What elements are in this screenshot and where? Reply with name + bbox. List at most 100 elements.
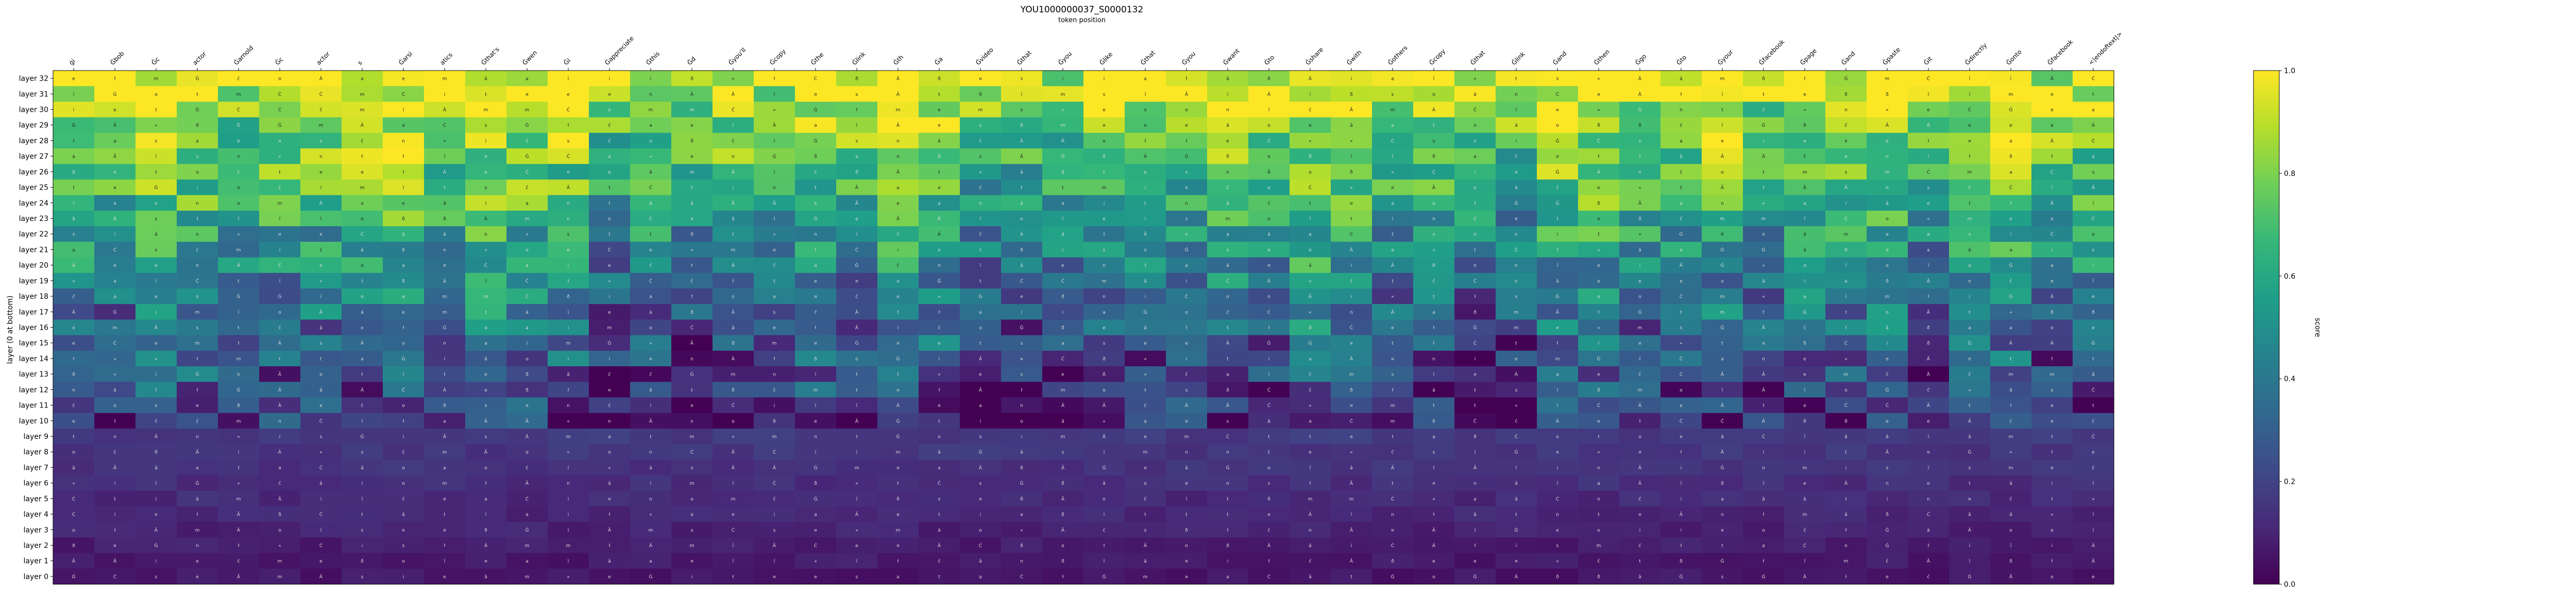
heatmap-cell-label: t bbox=[691, 388, 693, 393]
heatmap-cell-label: a bbox=[1309, 356, 1312, 362]
heatmap-cell-label: a bbox=[1473, 497, 1477, 502]
heatmap-cell bbox=[1743, 117, 1785, 133]
heatmap-cell bbox=[1372, 101, 1414, 118]
heatmap-cell-label: Ġ bbox=[526, 154, 529, 160]
heatmap-cell bbox=[671, 101, 713, 118]
heatmap-cell-label: Ã bbox=[1061, 403, 1065, 409]
heatmap-cell-label: ł bbox=[1845, 497, 1847, 502]
heatmap-cell bbox=[713, 195, 754, 211]
heatmap-cell bbox=[259, 148, 301, 164]
heatmap-cell bbox=[1083, 210, 1125, 227]
heatmap-cell-label: â bbox=[1432, 388, 1435, 393]
heatmap-cell bbox=[1537, 117, 1579, 133]
heatmap-cell-label: e bbox=[855, 217, 858, 222]
heatmap-cell-label: ĉ bbox=[608, 403, 611, 409]
heatmap-cell-label: â bbox=[443, 232, 446, 237]
heatmap-cell-label: ï bbox=[1144, 92, 1146, 97]
heatmap-cell-label: m bbox=[1061, 388, 1065, 393]
heatmap-cell-label: ¤ bbox=[896, 466, 900, 471]
heatmap-cell bbox=[713, 179, 754, 196]
heatmap-cell-label: â bbox=[567, 372, 570, 378]
heatmap-cell bbox=[671, 86, 713, 103]
heatmap-cell-label: ð bbox=[1061, 295, 1064, 300]
heatmap-cell-label: i bbox=[1516, 543, 1517, 549]
heatmap-cell bbox=[1001, 164, 1043, 180]
heatmap-cell-label: Ċ bbox=[1267, 138, 1270, 144]
heatmap-cell-label: ï bbox=[979, 217, 981, 222]
heatmap-cell-label: s bbox=[1969, 232, 1971, 237]
heatmap-cell-label: Â bbox=[1844, 480, 1848, 486]
heatmap-cell-label: e bbox=[1597, 263, 1600, 268]
heatmap-cell-label: Ċ bbox=[1762, 434, 1765, 439]
heatmap-cell-label: o bbox=[2050, 326, 2054, 331]
heatmap-cell bbox=[877, 226, 919, 242]
heatmap-cell-label: m bbox=[2009, 434, 2013, 439]
x-tick-label: ġi bbox=[67, 57, 77, 66]
heatmap-cell-label: o bbox=[1597, 528, 1600, 533]
heatmap-cell-label: Â bbox=[1927, 558, 1930, 564]
heatmap-cell-label: Â bbox=[113, 216, 117, 222]
heatmap-cell-label: ð bbox=[526, 388, 529, 393]
heatmap-cell-label: s bbox=[1639, 139, 1641, 144]
heatmap-cell-label: i bbox=[568, 356, 569, 362]
heatmap-cell bbox=[877, 179, 919, 196]
heatmap-cell bbox=[506, 86, 548, 103]
heatmap-cell bbox=[1496, 132, 1537, 149]
y-tick-label: layer 2 bbox=[24, 541, 48, 550]
heatmap-cell-label: « bbox=[278, 155, 281, 160]
heatmap-cell-label: â bbox=[1473, 92, 1477, 97]
heatmap-cell bbox=[1496, 86, 1537, 103]
heatmap-cell bbox=[1867, 242, 1908, 258]
heatmap-cell-label: o bbox=[278, 528, 281, 533]
heatmap-cell-label: ł bbox=[1104, 232, 1105, 237]
heatmap-cell-label: ð bbox=[2009, 155, 2012, 160]
heatmap-cell-label: e bbox=[1020, 295, 1023, 300]
heatmap-cell-label: e bbox=[72, 341, 75, 346]
x-tick-label: Ġwant bbox=[1221, 46, 1241, 66]
heatmap-cell-label: t bbox=[1144, 388, 1146, 393]
heatmap-cell-label: Ã bbox=[2092, 558, 2095, 564]
heatmap-cell-label: ï bbox=[320, 295, 322, 300]
heatmap-cell-label: m bbox=[1514, 310, 1519, 315]
heatmap-cell-label: Ċ bbox=[2009, 185, 2012, 191]
heatmap-cell bbox=[342, 101, 383, 118]
heatmap-cell-label: ¤ bbox=[608, 92, 611, 97]
heatmap-cell-label: n bbox=[1597, 466, 1600, 471]
heatmap-cell-label: â bbox=[1803, 248, 1806, 253]
heatmap-cell bbox=[1496, 101, 1537, 118]
heatmap-cell-label: o bbox=[1597, 279, 1600, 284]
heatmap-cell bbox=[465, 195, 507, 211]
heatmap-cell-label: n bbox=[1473, 263, 1477, 268]
heatmap-cell-label: « bbox=[979, 170, 982, 175]
colorbar-ticks: 0.00.20.40.60.81.0 bbox=[2279, 67, 2295, 589]
heatmap-cell-label: Â bbox=[1638, 91, 1642, 97]
heatmap-cell-label: n bbox=[690, 356, 693, 362]
heatmap-cell bbox=[795, 210, 837, 227]
heatmap-cell-label: o bbox=[484, 326, 487, 331]
heatmap-cell-label: m bbox=[236, 419, 241, 424]
heatmap-cell-label: o bbox=[484, 466, 487, 471]
heatmap-cell-label: ĉ bbox=[1309, 558, 1312, 564]
heatmap-cell bbox=[1125, 71, 1166, 87]
heatmap-cell bbox=[465, 101, 507, 118]
x-tick-label: Ġarnold bbox=[232, 43, 255, 66]
heatmap-cell-label: Ã bbox=[2009, 574, 2013, 580]
heatmap-cell-label: Ã bbox=[1473, 465, 1477, 471]
heatmap-cell-label: â bbox=[1061, 419, 1064, 424]
heatmap-cell-label: Ċ bbox=[1803, 543, 1806, 549]
heatmap-cell-label: « bbox=[649, 155, 652, 160]
heatmap-cell-label: a bbox=[113, 139, 116, 144]
heatmap-cell bbox=[2073, 101, 2114, 118]
heatmap-cell-label: o bbox=[1267, 217, 1270, 222]
heatmap-cell bbox=[919, 164, 960, 180]
heatmap-cell-label: â bbox=[1185, 466, 1188, 471]
heatmap-cell-label: m bbox=[1061, 434, 1065, 439]
heatmap-cell bbox=[177, 210, 218, 227]
heatmap-cell-label: s bbox=[1268, 481, 1270, 486]
heatmap-cell bbox=[1042, 210, 1084, 227]
heatmap-cell-label: t bbox=[1762, 170, 1765, 175]
heatmap-cell bbox=[1784, 226, 1826, 242]
heatmap-cell-label: o bbox=[1020, 419, 1023, 424]
colorbar-label: score bbox=[2313, 318, 2321, 337]
heatmap-cell-label: t bbox=[361, 513, 363, 518]
